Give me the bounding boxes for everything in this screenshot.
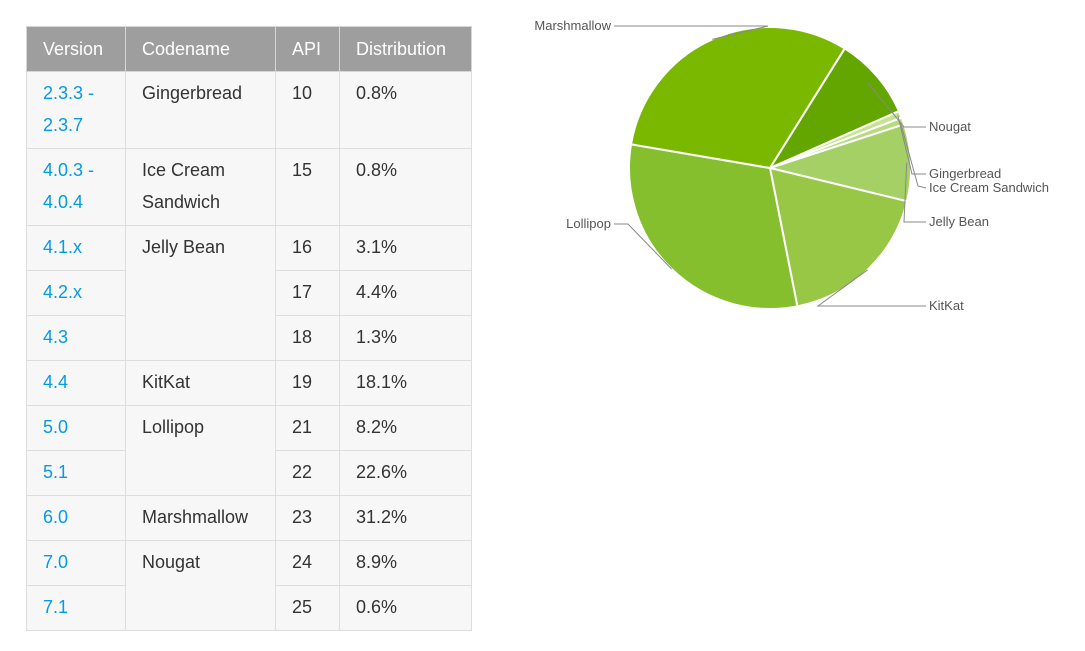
codename-cell: Marshmallow [125,495,276,541]
codename-cell: KitKat [125,360,276,406]
version-link[interactable]: 6.0 [26,495,126,541]
distribution-cell: 0.8% [339,148,472,226]
version-link[interactable]: 4.1.x [26,225,126,271]
slice-label-nougat: Nougat [929,119,971,134]
table-row: 6.0 Marshmallow 23 31.2% [26,495,472,541]
codename-cell: Lollipop [125,405,276,496]
api-cell: 24 [275,540,340,586]
table-row: 2.3.3 - 2.3.7 Gingerbread 10 0.8% [26,71,472,149]
slice-label-marshmallow: Marshmallow [534,18,611,33]
api-cell: 16 [275,225,340,271]
header-distribution: Distribution [339,26,472,72]
header-version: Version [26,26,126,72]
distribution-cell: 3.1% [339,225,472,271]
callout-line-marshmallow [614,25,769,40]
slice-label-lollipop: Lollipop [566,216,611,231]
table-row: 4.3 18 1.3% [26,315,472,361]
distribution-cell: 31.2% [339,495,472,541]
table-row: 4.4 KitKat 19 18.1% [26,360,472,406]
distribution-cell: 0.6% [339,585,472,631]
callout-line-lollipop [614,223,672,270]
table-header-row: Version Codename API Distribution [26,26,472,72]
distribution-cell: 1.3% [339,315,472,361]
slice-label-jelly-bean: Jelly Bean [929,214,989,229]
distribution-cell: 18.1% [339,360,472,406]
version-link[interactable]: 4.3 [26,315,126,361]
version-link[interactable]: 5.0 [26,405,126,451]
version-link[interactable]: 5.1 [26,450,126,496]
callout-line-ice-cream-sandwich [899,121,927,189]
slice-label-ice-cream-sandwich: Ice Cream Sandwich [929,180,1049,195]
table-row: 5.0 Lollipop 21 8.2% [26,405,472,496]
api-cell: 15 [275,148,340,226]
codename-cell: Jelly Bean [125,225,276,361]
pie-slice-nougat [767,47,901,171]
api-cell: 10 [275,71,340,149]
distribution-table: Version Codename API Distribution 2.3.3 … [26,26,472,631]
distribution-cell: 22.6% [339,450,472,496]
table-row: 4.1.x Jelly Bean 16 3.1% [26,225,472,361]
callout-line-nougat [867,82,926,128]
slice-label-gingerbread: Gingerbread [929,166,1001,181]
callout-line-kitkat [816,269,926,307]
pie-slices [628,26,912,310]
distribution-cell: 8.9% [339,540,472,586]
version-link[interactable]: 4.4 [26,360,126,406]
table-row: 7.1 25 0.6% [26,585,472,631]
api-cell: 23 [275,495,340,541]
distribution-cell: 0.8% [339,71,472,149]
api-cell: 25 [275,585,340,631]
callout-line-gingerbread [897,115,926,175]
version-link[interactable]: 2.3.3 - 2.3.7 [26,71,126,149]
api-cell: 18 [275,315,340,361]
codename-cell: Ice Cream Sandwich [125,148,276,226]
version-link[interactable]: 7.0 [26,540,126,586]
version-link[interactable]: 4.2.x [26,270,126,316]
table-row: 7.0 Nougat 24 8.9% [26,540,472,631]
version-link[interactable]: 4.0.3 - 4.0.4 [26,148,126,226]
callout-line-jelly-bean [903,162,926,223]
version-link[interactable]: 7.1 [26,585,126,631]
slice-label-kitkat: KitKat [929,298,964,313]
table-row: 5.1 22 22.6% [26,450,472,496]
pie-slice-lollipop [628,143,799,310]
codename-cell: Nougat [125,540,276,631]
table-row: 4.0.3 - 4.0.4 Ice Cream Sandwich 15 0.8% [26,148,472,226]
